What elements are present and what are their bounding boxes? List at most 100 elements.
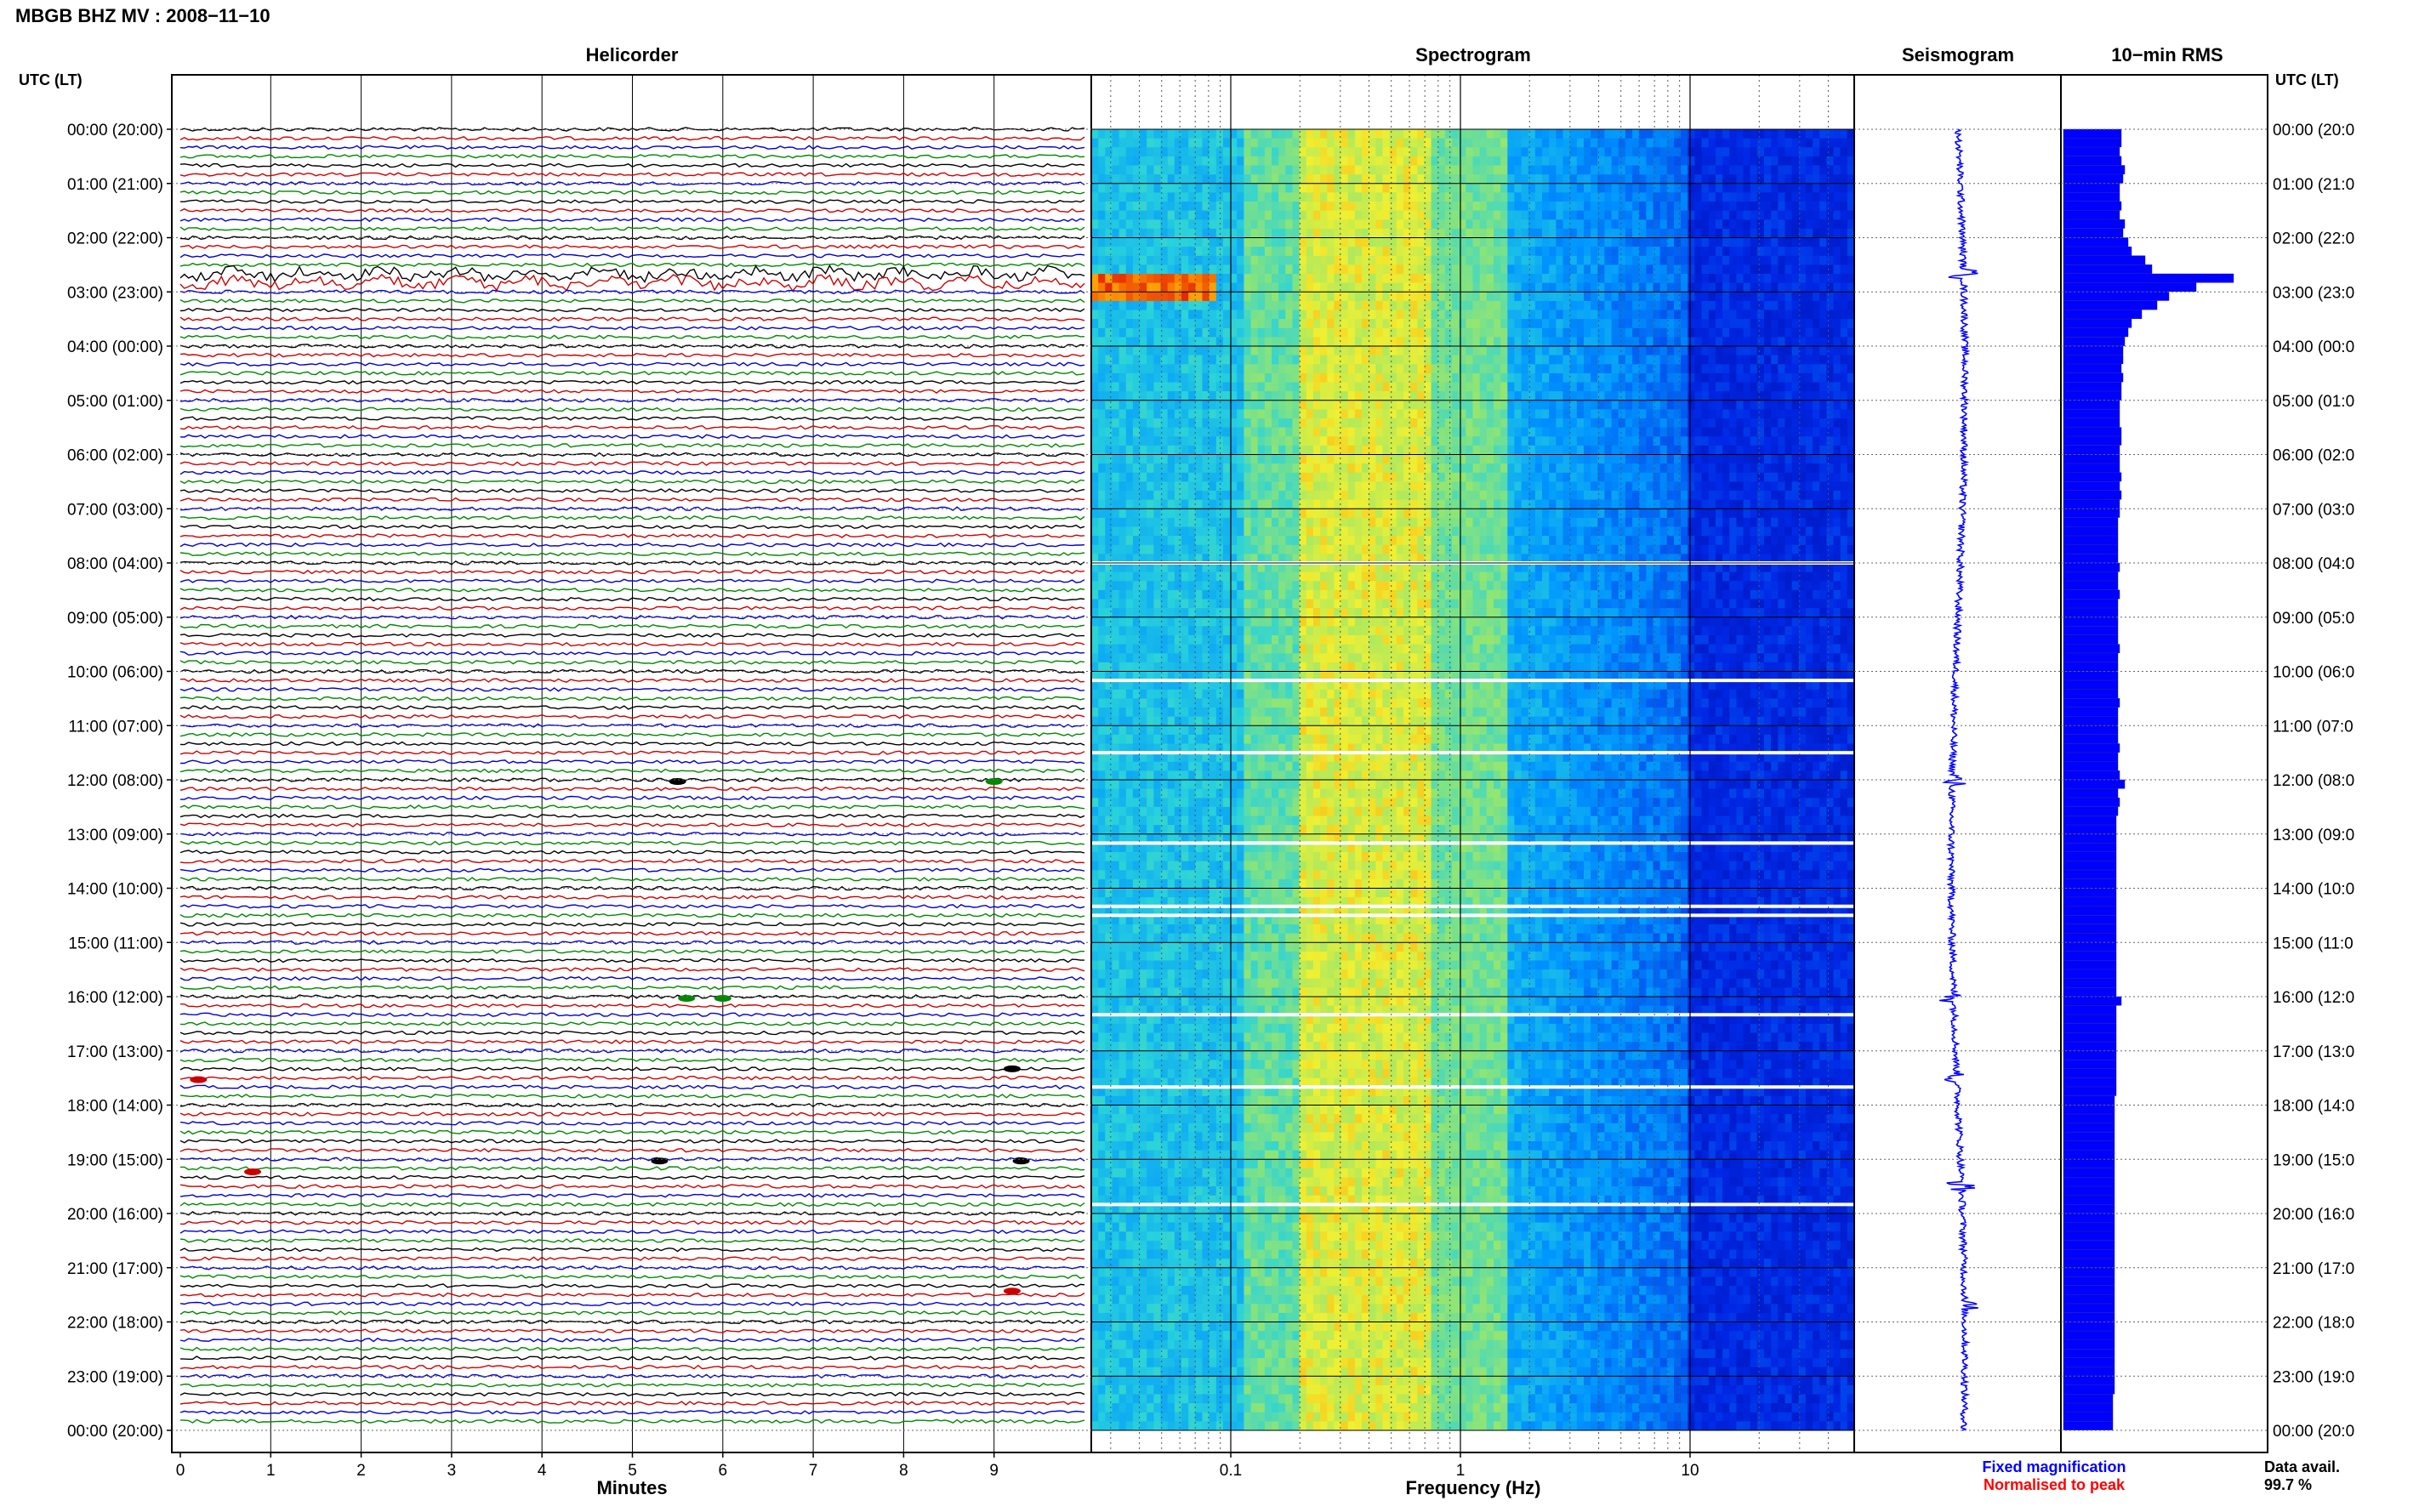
spectrogram-cell	[1666, 247, 1675, 257]
spectrogram-cell	[1542, 327, 1550, 338]
spectrogram-cell	[1659, 454, 1668, 464]
spectrogram-cell	[1431, 147, 1439, 157]
spectrogram-cell	[1542, 183, 1550, 193]
spectrogram-cell	[1188, 509, 1196, 519]
spectrogram-cell	[1708, 364, 1716, 374]
spectrogram-cell	[1576, 355, 1585, 365]
spectrogram-cell	[1285, 183, 1294, 193]
spectrogram-cell	[1417, 174, 1426, 185]
spectrogram-cell	[1230, 355, 1238, 365]
spectrogram-cell	[1805, 264, 1813, 275]
spectrogram-cell	[1431, 228, 1439, 238]
helicorder-trace	[179, 1174, 1085, 1180]
spectrogram-cell	[1369, 264, 1376, 275]
spectrogram-cell	[1118, 156, 1127, 166]
spectrogram-cell	[1715, 364, 1723, 374]
spectrogram-cell	[1771, 319, 1779, 329]
helicorder-trace	[180, 759, 1085, 765]
spectrogram-cell	[1431, 517, 1439, 527]
spectrogram-cell	[1597, 138, 1606, 148]
spectrogram-cell	[1819, 202, 1827, 211]
spectrogram-cell	[1826, 282, 1835, 293]
spectrogram-cell	[1784, 138, 1793, 148]
spectrogram-cell	[1396, 427, 1404, 437]
spectrogram-cell	[1230, 454, 1238, 464]
spectrogram-cell	[1694, 165, 1703, 175]
spectrogram-cell	[1230, 156, 1238, 166]
spectrogram-cell	[1147, 237, 1154, 247]
spectrogram-cell	[1160, 491, 1169, 500]
spectrogram-cell	[1604, 210, 1613, 220]
spectrogram-cell	[1437, 454, 1446, 464]
spectrogram-cell	[1729, 237, 1737, 247]
spectrogram-cell	[1756, 391, 1765, 401]
spectrogram-cell	[1222, 327, 1231, 338]
spectrogram-cell	[1591, 183, 1598, 193]
spectrogram-cell	[1528, 183, 1536, 193]
spectrogram-cell	[1334, 499, 1342, 509]
spectrogram-cell	[1472, 174, 1481, 185]
helicorder-trace	[179, 172, 1085, 177]
spectrogram-cell	[1250, 427, 1259, 437]
spectrogram-cell	[1688, 509, 1696, 519]
spectrogram-cell	[1125, 147, 1134, 157]
spectrogram-cell	[1459, 346, 1466, 355]
helicorder-panel	[171, 74, 1092, 1453]
spectrogram-cell	[1369, 364, 1376, 374]
spectrogram-cell	[1659, 499, 1668, 509]
spectrogram-cell	[1140, 517, 1147, 527]
spectrogram-cell	[1389, 463, 1397, 474]
spectrogram-cell	[1791, 337, 1800, 347]
spectrogram-cell	[1292, 382, 1301, 392]
spectrogram-cell	[1611, 346, 1619, 355]
spectrogram-cell	[1209, 499, 1217, 509]
spectrogram-cell	[1292, 282, 1301, 293]
spectrogram-cell	[1472, 509, 1481, 519]
spectrogram-cell	[1347, 400, 1356, 410]
spectrogram-cell	[1632, 156, 1640, 166]
spectrogram-cell	[1272, 228, 1279, 238]
spectrogram-cell	[1653, 364, 1661, 374]
spectrogram-cell	[1549, 228, 1557, 238]
spectrogram-cell	[1653, 300, 1661, 310]
spectrogram-cell	[1292, 274, 1301, 283]
spectrogram-cell	[1569, 165, 1578, 175]
spectrogram-cell	[1140, 282, 1147, 293]
spectrogram-cell	[1833, 282, 1841, 293]
spectrogram-cell	[1674, 219, 1682, 230]
spectrogram-cell	[1306, 346, 1314, 355]
spectrogram-cell	[1285, 138, 1294, 148]
spectrogram-cell	[1188, 147, 1196, 157]
spectrogram-cell	[1215, 129, 1224, 139]
spectrogram-cell	[1431, 292, 1439, 302]
spectrogram-cell	[1507, 355, 1516, 365]
spectrogram-cell	[1576, 192, 1585, 202]
spectrogram-cell	[1701, 355, 1710, 365]
spectrogram-cell	[1778, 391, 1786, 401]
helicorder-trace	[179, 1337, 1085, 1343]
spectrogram-cell	[1653, 310, 1661, 320]
spectrogram-cell	[1819, 274, 1827, 283]
spectrogram-cell	[1459, 327, 1466, 338]
spectrogram-cell	[1375, 327, 1384, 338]
spectrogram-cell	[1306, 427, 1314, 437]
spectrogram-cell	[1729, 391, 1737, 401]
spectrogram-cell	[1778, 264, 1786, 275]
spectrogram-cell	[1722, 129, 1730, 139]
spectrogram-cell	[1681, 319, 1688, 329]
spectrogram-cell	[1771, 274, 1779, 283]
spectrogram-cell	[1369, 192, 1376, 202]
spectrogram-cell	[1756, 427, 1765, 437]
spectrogram-cell	[1347, 292, 1356, 302]
helicorder-trace	[179, 641, 1085, 647]
spectrogram-cell	[1181, 210, 1189, 220]
spectrogram-cell	[1105, 391, 1113, 401]
spectrogram-cell	[1666, 165, 1675, 175]
spectrogram-cell	[1694, 427, 1703, 437]
spectrogram-cell	[1340, 346, 1349, 355]
spectrogram-cell	[1195, 327, 1204, 338]
spectrogram-cell	[1771, 255, 1779, 265]
spectrogram-cell	[1639, 391, 1647, 401]
spectrogram-cell	[1639, 491, 1647, 500]
spectrogram-cell	[1756, 255, 1765, 265]
